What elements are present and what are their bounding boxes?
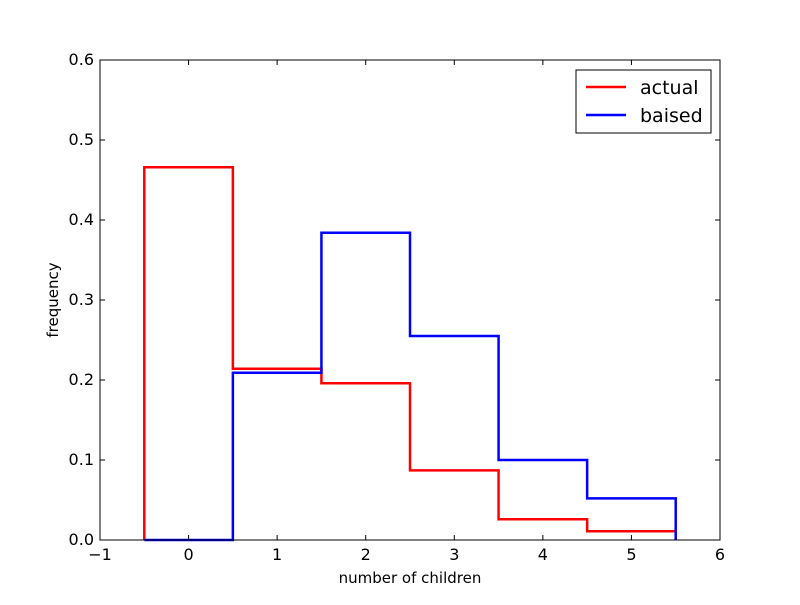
x-tick-label: 4 xyxy=(538,545,548,564)
y-tick-label: 0.4 xyxy=(69,210,94,229)
x-axis-label: number of children xyxy=(339,569,482,587)
x-tick-label: −1 xyxy=(88,545,112,564)
series-group xyxy=(143,165,677,542)
y-tick-label: 0.6 xyxy=(69,50,94,69)
legend: actual baised xyxy=(575,69,712,134)
x-tick-label: 1 xyxy=(272,545,282,564)
y-tick-label: 0.1 xyxy=(69,450,94,469)
legend-label-baised: baised xyxy=(640,105,703,127)
y-tick-label: 0.0 xyxy=(69,530,94,549)
x-tick-label: 0 xyxy=(183,545,193,564)
x-tick-label: 5 xyxy=(626,545,636,564)
y-tick-label: 0.3 xyxy=(69,290,94,309)
x-tick-label: 3 xyxy=(449,545,459,564)
x-tick-label: 6 xyxy=(715,545,725,564)
legend-label-actual: actual xyxy=(640,77,699,99)
legend-box xyxy=(575,69,712,134)
series-line-baised xyxy=(144,231,677,542)
y-axis-label: frequency xyxy=(44,262,62,337)
series-line-actual xyxy=(143,165,677,540)
ticks-group: −1 0 1 2 3 4 5 6 0.0 0.1 0.2 0.3 0.4 0.5 0.6 xyxy=(69,50,726,564)
y-tick-label: 0.2 xyxy=(69,370,94,389)
x-tick-label: 2 xyxy=(361,545,371,564)
y-tick-label: 0.5 xyxy=(69,130,94,149)
